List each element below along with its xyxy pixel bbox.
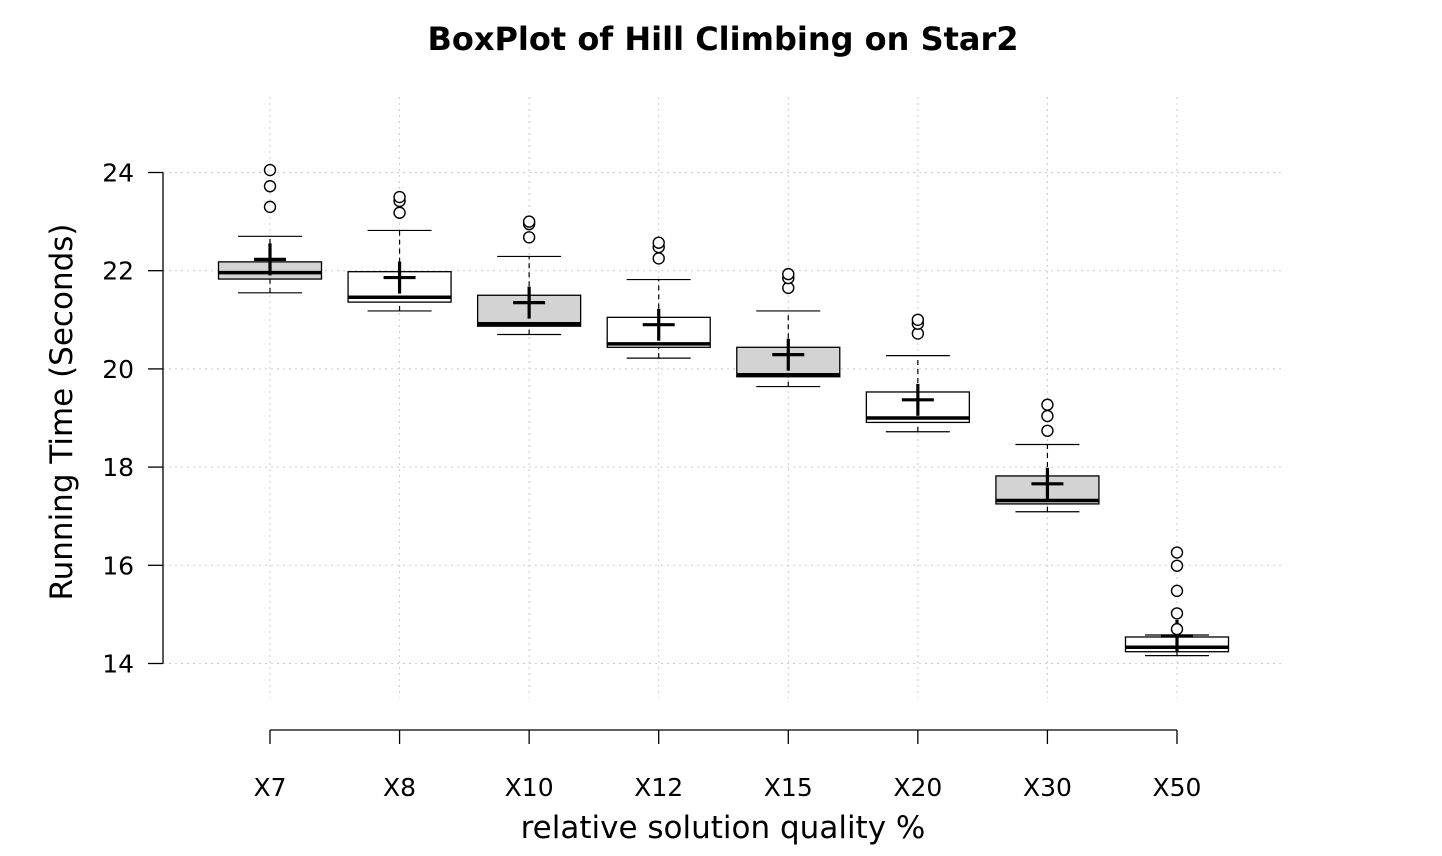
x-axis: X7 X8 X10 X12 X15 X20 X30 X50 (253, 729, 1202, 802)
outlier-point (652, 252, 665, 265)
box-x50 (1124, 546, 1230, 657)
y-axis: 14 16 18 20 22 24 (102, 159, 164, 679)
y-tick-label: 24 (102, 159, 134, 188)
outlier-point (1041, 424, 1054, 437)
y-tick-label: 16 (102, 551, 134, 580)
outlier-point (263, 200, 277, 214)
y-tick-label: 18 (102, 453, 134, 482)
outlier-point (1170, 559, 1184, 572)
box-series (217, 163, 1230, 657)
y-axis-label: Running Time (Seconds) (44, 223, 80, 600)
x-tick-label: X7 (253, 773, 286, 802)
outlier-point (652, 236, 665, 249)
outlier-point (911, 313, 925, 326)
box-x20 (865, 313, 970, 433)
x-tick-label: X20 (893, 773, 942, 802)
x-tick-label: X30 (1023, 773, 1072, 802)
x-tick-label: X15 (764, 773, 813, 802)
outlier-point (522, 231, 536, 244)
box-x12 (606, 236, 711, 359)
grid-lines (163, 97, 1283, 698)
outlier-point (522, 215, 536, 228)
x-axis-label: relative solution quality % (521, 810, 926, 846)
outlier-point (393, 206, 406, 219)
outlier-point (1041, 409, 1054, 423)
outlier-point (1041, 398, 1054, 411)
box-x30 (995, 398, 1100, 513)
chart-title: BoxPlot of Hill Climbing on Star2 (427, 20, 1018, 58)
outlier-point (263, 180, 277, 193)
y-tick-label: 22 (102, 257, 134, 286)
box-x8 (347, 190, 452, 312)
outlier-point (782, 267, 795, 281)
x-tick-label: X8 (383, 773, 416, 802)
outlier-point (1170, 546, 1184, 559)
y-tick-label: 14 (102, 650, 134, 679)
outlier-point (1170, 607, 1184, 620)
outlier-point (393, 190, 406, 204)
x-tick-label: X10 (505, 773, 554, 802)
y-tick-label: 20 (102, 355, 134, 384)
box-x7 (217, 163, 323, 294)
x-tick-label: X50 (1153, 773, 1202, 802)
box-x10 (476, 215, 582, 336)
outlier-point (1170, 622, 1184, 636)
outlier-point (263, 163, 277, 177)
x-tick-label: X12 (634, 773, 683, 802)
outlier-point (1170, 584, 1184, 598)
box-x15 (736, 267, 841, 388)
